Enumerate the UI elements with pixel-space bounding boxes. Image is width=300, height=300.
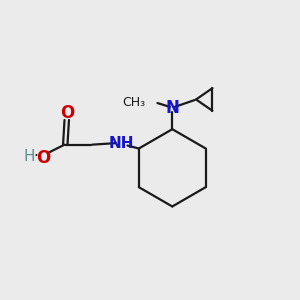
Text: O: O	[37, 149, 51, 167]
Text: O: O	[60, 104, 74, 122]
Text: H: H	[23, 149, 34, 164]
Text: NH: NH	[108, 136, 134, 151]
Text: N: N	[165, 99, 179, 117]
Text: CH₃: CH₃	[122, 96, 146, 109]
Text: ·: ·	[34, 149, 39, 164]
